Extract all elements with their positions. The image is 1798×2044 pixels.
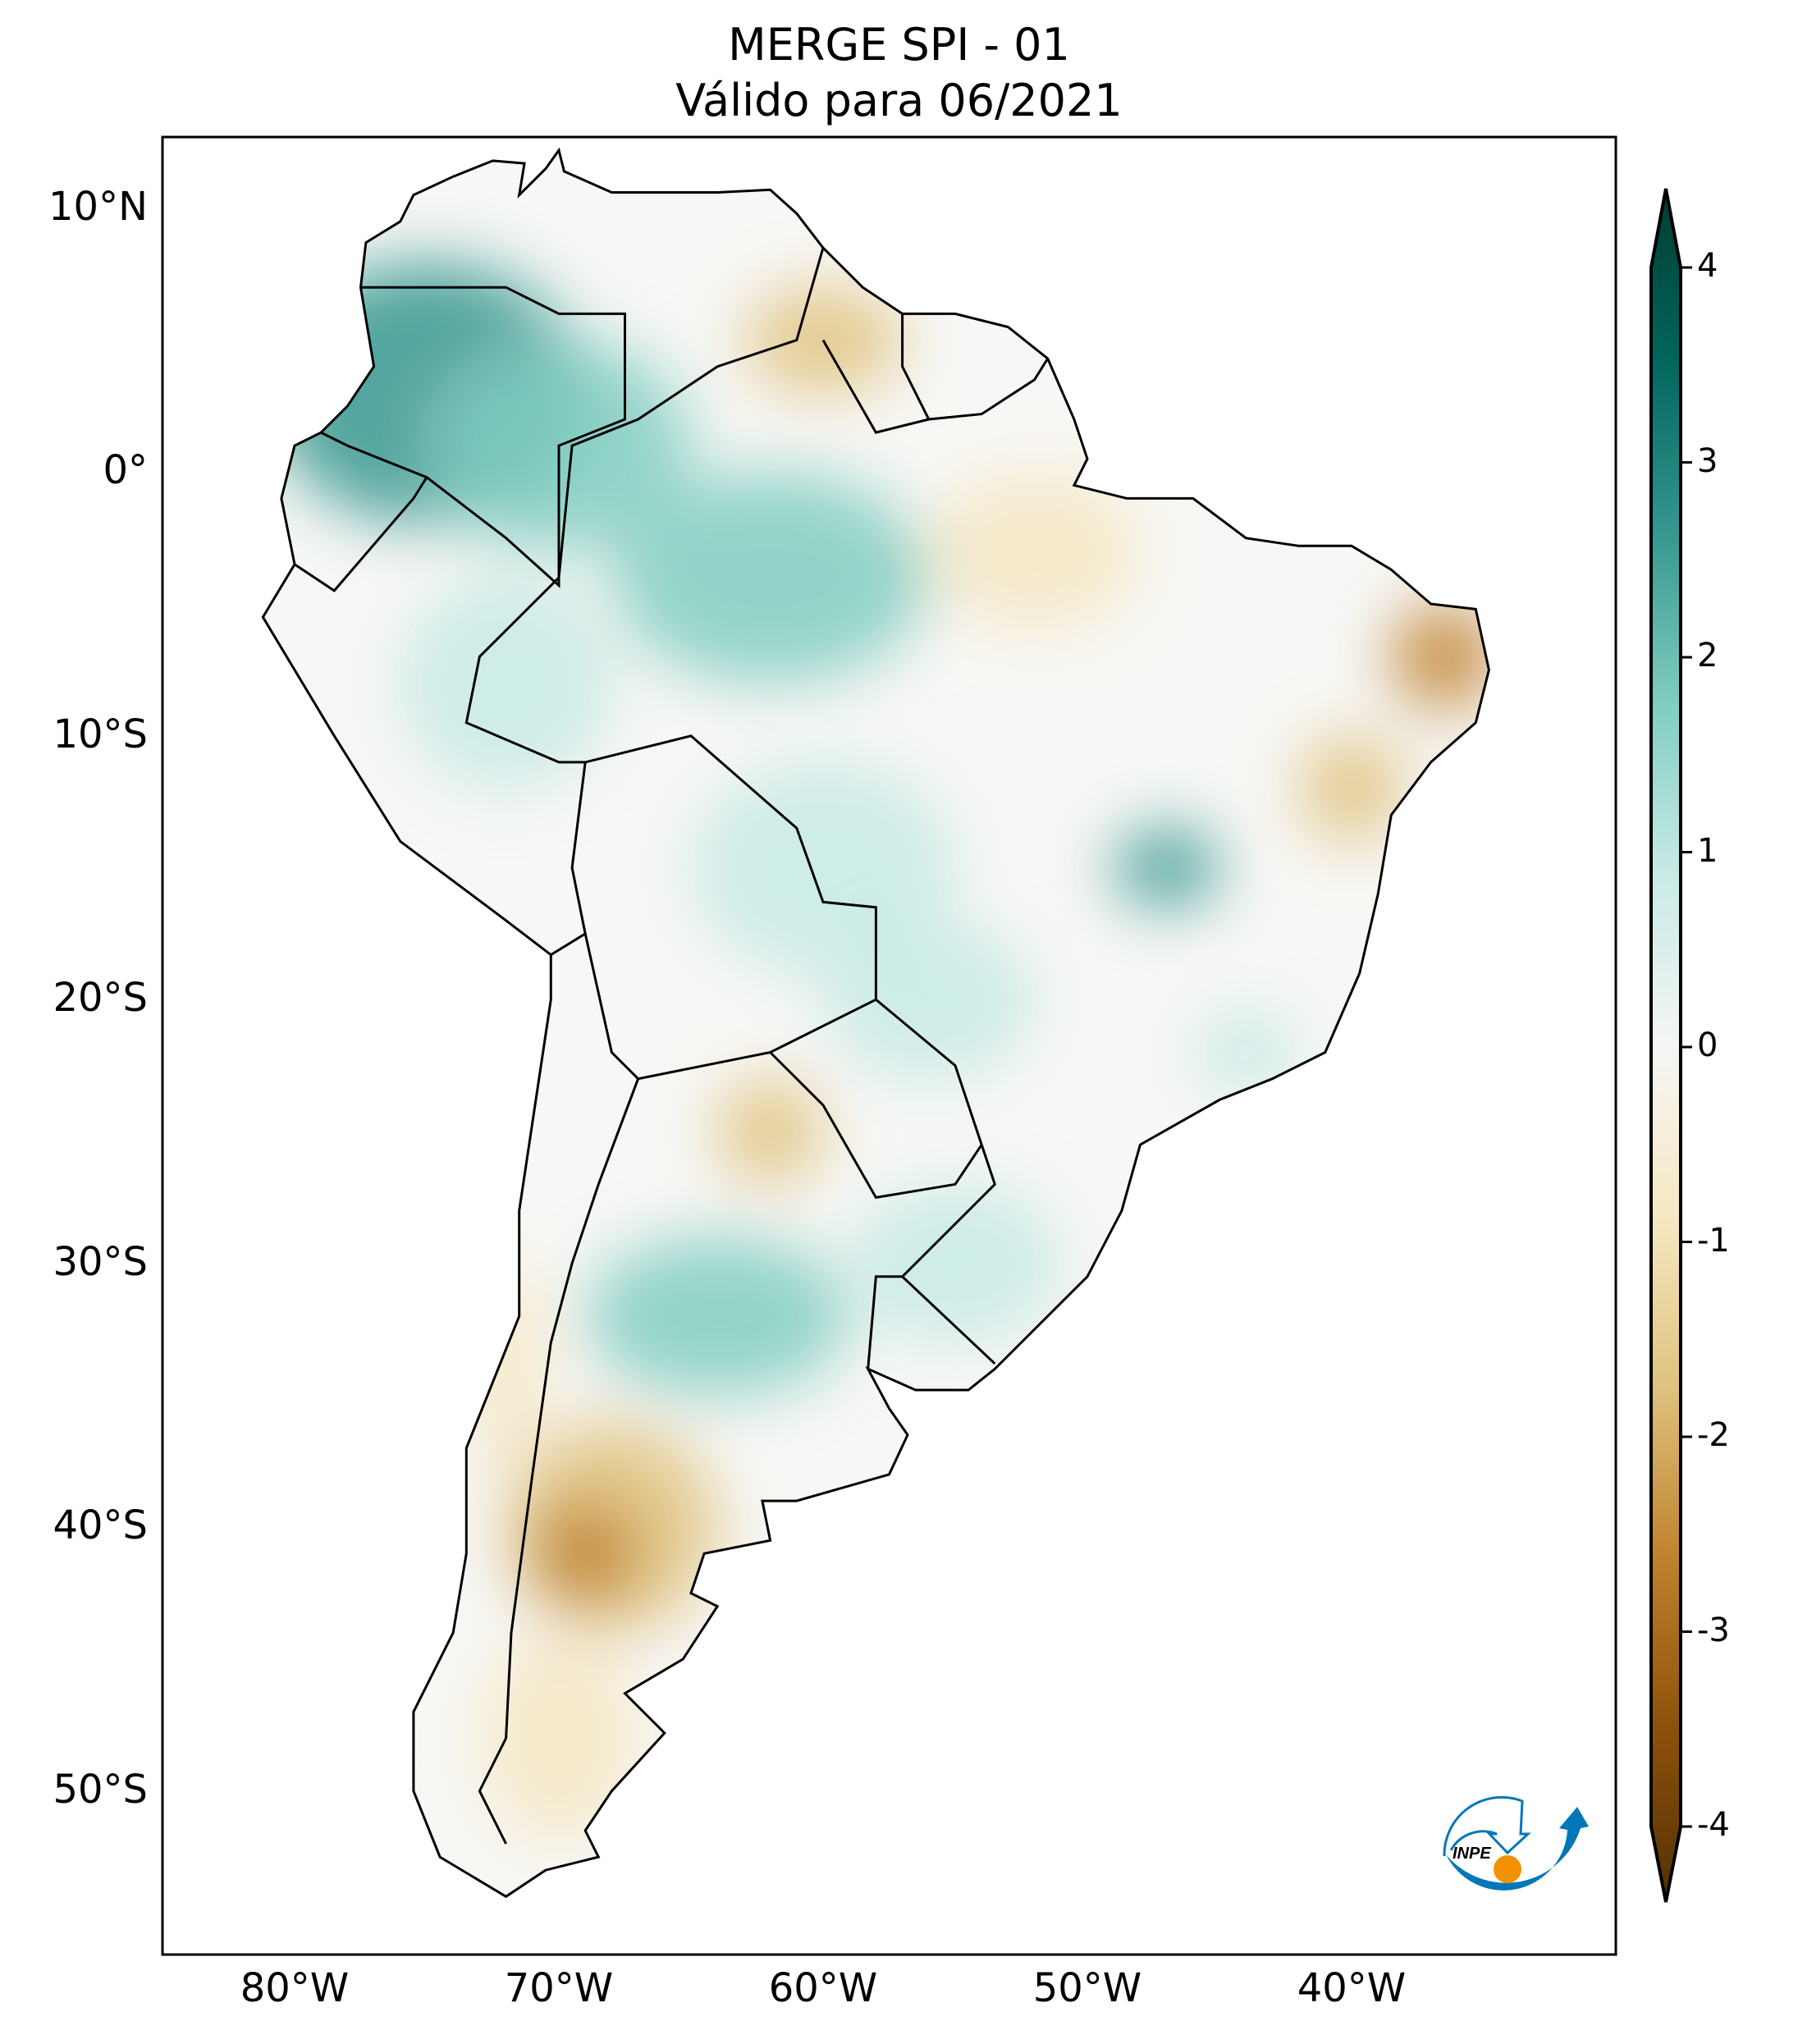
anomaly-patch [850, 1184, 1060, 1342]
lat-tick-label: 40°S [53, 1502, 148, 1549]
lon-tick-label: 80°W [240, 1965, 350, 2011]
map-subtitle: Válido para 06/2021 [675, 75, 1123, 126]
anomaly-patch [533, 1501, 638, 1607]
border-line [294, 476, 428, 592]
lon-tick-label: 40°W [1297, 1965, 1407, 2011]
colorbar-tick-label: 2 [1697, 637, 1718, 674]
border-line [550, 761, 587, 956]
colorbar-tick-label: -3 [1697, 1611, 1730, 1649]
lon-tick-label: 70°W [504, 1965, 614, 2011]
anomaly-patch [1391, 604, 1489, 710]
colorbar-tick-label: 4 [1697, 247, 1718, 285]
lon-tick-label: 50°W [1032, 1965, 1142, 2011]
lat-tick-label: 10°S [53, 711, 148, 757]
colorbar-tick-label: -1 [1697, 1221, 1730, 1260]
anomaly-patch [480, 1633, 638, 1844]
country-borders [294, 247, 1049, 1845]
colorbar [1649, 188, 1682, 1903]
colorbar-tick-label: -4 [1697, 1806, 1730, 1844]
anomaly-patch [400, 578, 611, 789]
colorbar-tick-label: -2 [1697, 1416, 1730, 1454]
lat-tick-label: 30°S [53, 1238, 148, 1285]
lat-tick-label: 0° [103, 447, 148, 494]
anomaly-patch [1114, 828, 1219, 908]
border-line [867, 1275, 903, 1370]
anomaly-patch [466, 1264, 546, 1475]
border-line [464, 247, 997, 1365]
colorbar-tick-label: 1 [1697, 831, 1718, 870]
anomaly-patch [1299, 736, 1404, 842]
coastline [261, 147, 1490, 1899]
anomaly-patch [717, 1078, 823, 1184]
anomaly-patch [586, 1237, 849, 1396]
border-line [769, 1051, 983, 1200]
land-shading [263, 150, 1489, 1897]
anomaly-patch [823, 921, 1034, 1079]
lat-tick-label: 10°N [48, 183, 148, 230]
map-title: MERGE SPI - 01 [728, 19, 1070, 71]
lat-tick-label: 20°S [53, 975, 148, 1022]
border-line [478, 1078, 640, 1845]
anomaly-patch [929, 472, 1140, 630]
anomaly-patch [612, 472, 928, 683]
border-line [901, 313, 1049, 421]
lon-tick-label: 60°W [768, 1965, 878, 2011]
map-frame [161, 135, 1617, 1956]
colorbar-tick-label: 0 [1697, 1027, 1718, 1064]
logo-text: INPE [1453, 1845, 1491, 1863]
inpe-logo: INPE [1443, 1795, 1589, 1891]
colorbar-tick-label: 3 [1697, 441, 1718, 480]
border-line [821, 339, 930, 434]
anomaly-patch [1193, 1013, 1299, 1092]
lat-tick-label: 50°S [53, 1766, 148, 1813]
anomaly-patch [692, 762, 954, 973]
